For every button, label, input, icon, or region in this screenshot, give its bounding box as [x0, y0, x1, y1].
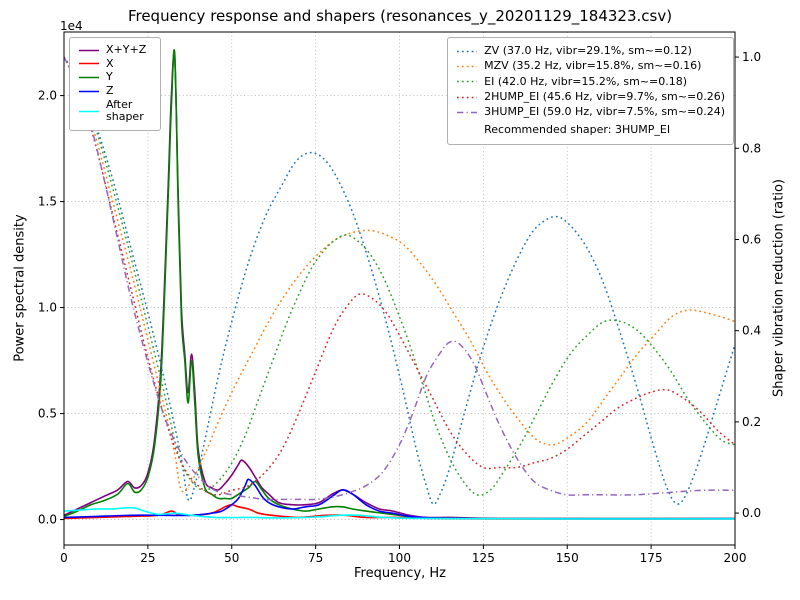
y-tick-label-left: 0.5	[38, 407, 57, 421]
legend-shapers: ZV (37.0 Hz, vibr=29.1%, sm~=0.12) MZV (3…	[447, 37, 734, 145]
legend-item-x: X	[78, 56, 152, 71]
legend-item-label: MZV (35.2 Hz, vibr=15.8%, sm~=0.16)	[484, 59, 702, 73]
series-zv	[64, 56, 735, 506]
legend-item-label: EI (42.0 Hz, vibr=15.2%, sm~=0.18)	[484, 74, 688, 88]
x-tick-label: 150	[556, 551, 579, 565]
legend-item-label: 3HUMP_EI (59.0 Hz, vibr=7.5%, sm~=0.24)	[484, 105, 725, 119]
y-tick-label-right: 1.0	[742, 50, 761, 64]
recommended-shaper-note: Recommended shaper: 3HUMP_EI	[484, 123, 671, 137]
3hump-ei-line-sample-icon	[457, 111, 478, 114]
legend-item-2hump-ei: 2HUMP_EI (45.6 Hz, vibr=9.7%, sm~=0.26)	[456, 90, 725, 104]
legend-item-label: Z	[106, 83, 114, 97]
series-2hump-ei	[64, 56, 735, 496]
legend-item-label: After shaper	[106, 97, 144, 124]
legend-item-after-shaper: After shaper	[78, 97, 152, 124]
y-tick-label-left: 1.5	[38, 195, 57, 209]
legend-item-3hump-ei: 3HUMP_EI (59.0 Hz, vibr=7.5%, sm~=0.24)	[456, 105, 725, 119]
y-axis-label-left: Power spectral density	[12, 214, 28, 362]
x-tick-label: 75	[308, 551, 323, 565]
x-tick-label: 50	[224, 551, 239, 565]
series-x-y-z	[64, 52, 735, 520]
x-tick-label: 200	[724, 551, 747, 565]
legend-item-ei: EI (42.0 Hz, vibr=15.2%, sm~=0.18)	[456, 75, 725, 89]
zv-line-sample-icon	[457, 50, 478, 52]
series-x	[64, 503, 735, 520]
legend-item-label: 2HUMP_EI (45.6 Hz, vibr=9.7%, sm~=0.26)	[484, 89, 725, 103]
legend-psd: X+Y+Z X Y Z After shaper	[69, 37, 161, 131]
legend-item-z: Z	[78, 83, 152, 98]
legend-item-y: Y	[78, 71, 152, 84]
ticks: 0 25 50 75 100 125 150 175 200 0.0 0.5 1.0 1.5 2.0 0.0…	[38, 50, 761, 565]
y-line-sample-icon	[79, 76, 99, 79]
legend-item-x-y-z: X+Y+Z	[78, 43, 152, 57]
x-tick-label: 0	[60, 551, 68, 565]
y-tick-label-right: 0.8	[742, 141, 761, 155]
series-after-shaper	[64, 506, 735, 520]
mzv-line-sample-icon	[457, 65, 478, 68]
y-axis-offset-label: 1e4	[60, 19, 83, 33]
x-tick-label: 125	[472, 551, 495, 565]
z-line-sample-icon	[79, 90, 99, 93]
legend-item-label: ZV (37.0 Hz, vibr=29.1%, sm~=0.12)	[484, 44, 692, 57]
2hump-ei-line-sample-icon	[457, 96, 478, 98]
y-tick-label-left: 0.0	[38, 513, 57, 527]
series-group	[64, 49, 735, 520]
y-tick-label-left: 1.0	[38, 301, 57, 315]
x-axis-label: Frequency, Hz	[353, 566, 447, 581]
grid	[63, 32, 736, 545]
y-tick-label-right: 0.2	[742, 415, 761, 429]
y-tick-label-right: 0.0	[742, 506, 761, 520]
series-3hump-ei	[64, 56, 735, 501]
after-shaper-line-sample-icon	[79, 110, 99, 113]
y-tick-label-right: 0.6	[742, 232, 761, 246]
series-z	[64, 478, 735, 520]
y-axis-label-right: Shaper vibration reduction (ratio)	[771, 179, 787, 397]
legend-item-label: X+Y+Z	[106, 43, 147, 56]
legend-item-zv: ZV (37.0 Hz, vibr=29.1%, sm~=0.12)	[456, 44, 725, 58]
chart-title: Frequency response and shapers (resonanc…	[127, 7, 673, 25]
y-tick-label-right: 0.4	[742, 324, 761, 338]
x-tick-label: 100	[388, 551, 411, 565]
legend-item-label: Y	[106, 70, 113, 84]
x-y-z-line-sample-icon	[79, 49, 99, 52]
series-y	[64, 49, 735, 520]
x-tick-label: 175	[640, 551, 663, 565]
legend-item-label: X	[106, 56, 114, 70]
y-tick-label-left: 2.0	[38, 89, 57, 103]
x-line-sample-icon	[79, 63, 99, 65]
x-tick-label: 25	[140, 551, 155, 565]
legend-item-mzv: MZV (35.2 Hz, vibr=15.8%, sm~=0.16)	[456, 59, 725, 73]
ei-line-sample-icon	[457, 80, 478, 83]
